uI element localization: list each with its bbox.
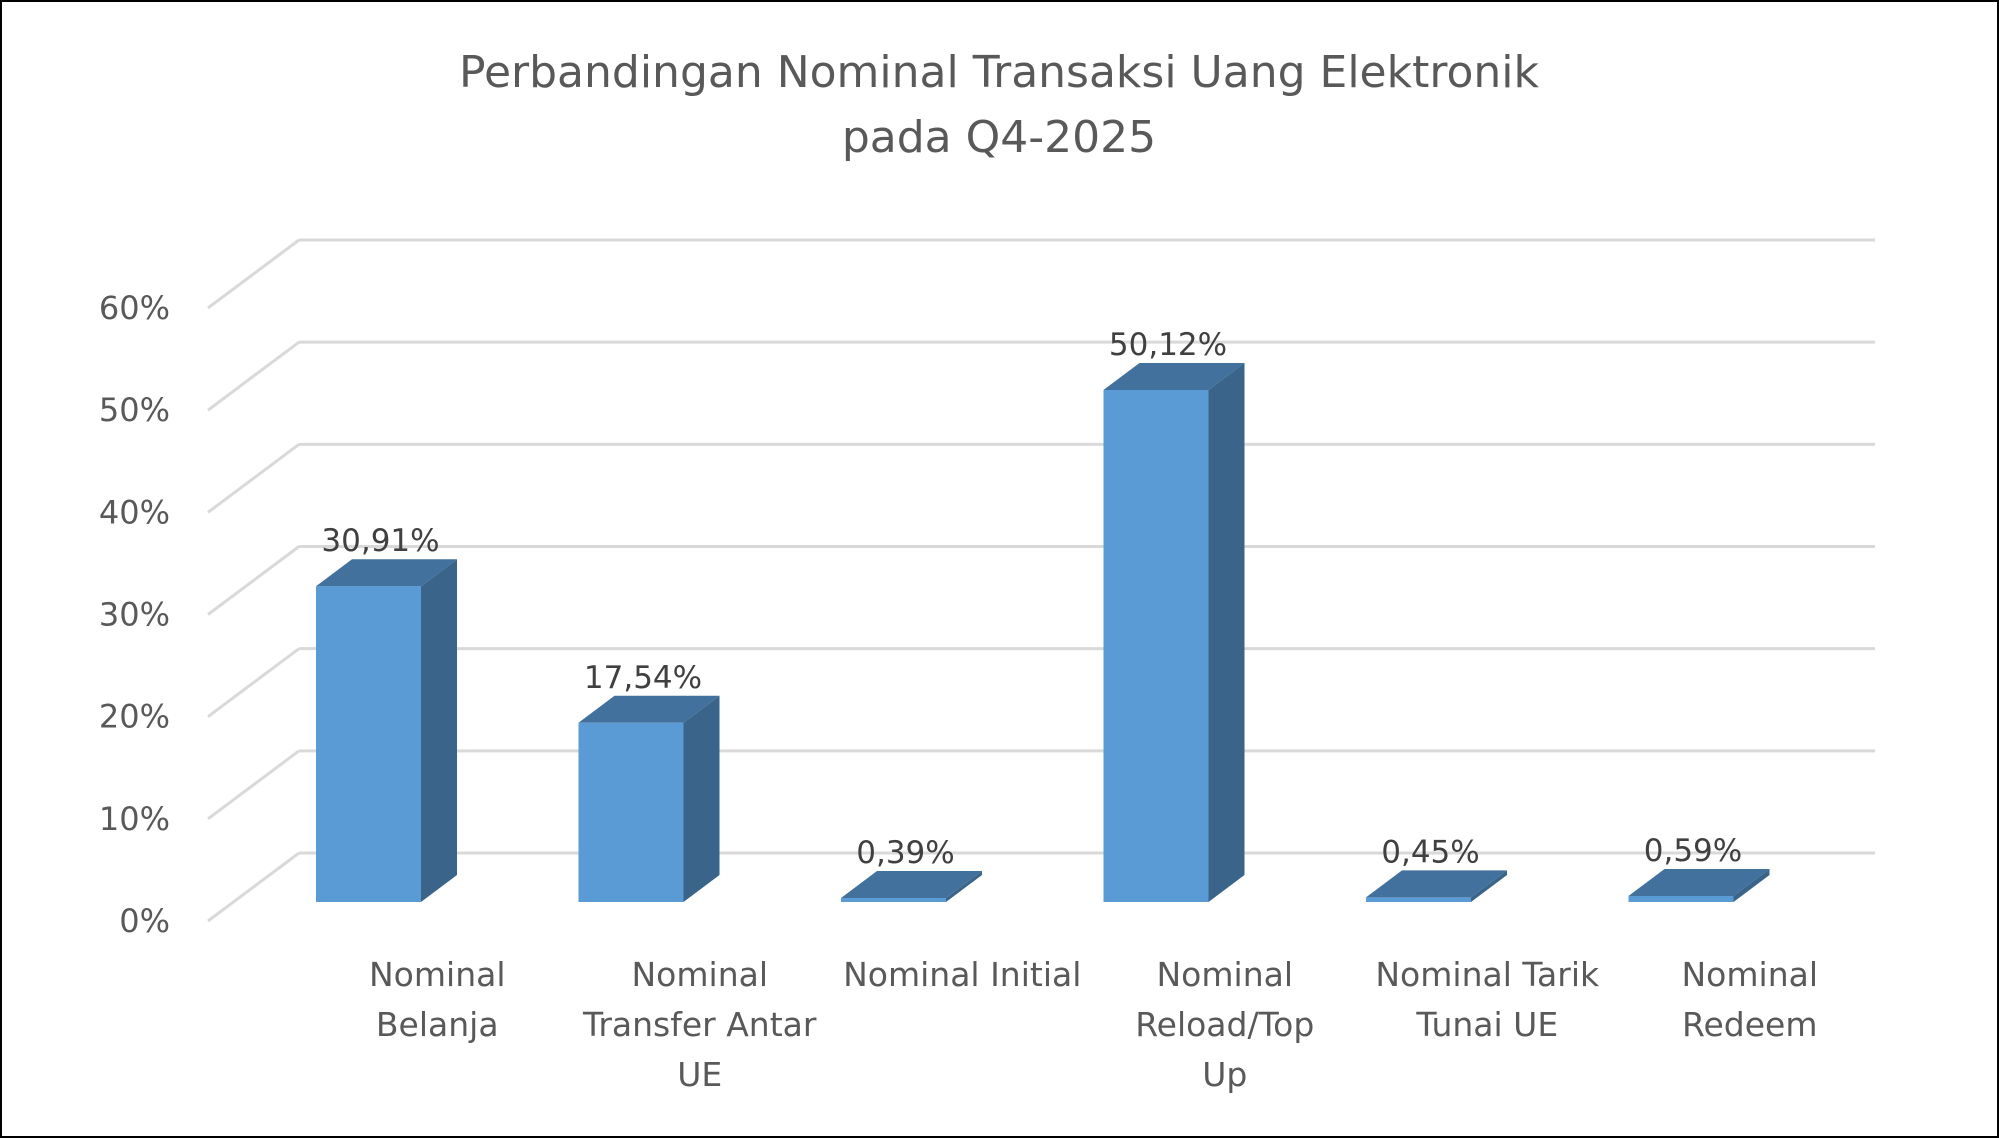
y-axis-tick-labels: 0% 10% 20% 30% 40% 50% 60% [99, 289, 170, 940]
bar-side-face [1733, 868, 1770, 902]
bar-side-face [421, 559, 457, 902]
category-label-line: Tunai UE [1415, 1005, 1558, 1044]
y-tick-label: 40% [99, 493, 170, 531]
data-label: 0,45% [1381, 834, 1479, 870]
bar-top-face [1628, 868, 1770, 896]
data-label: 30,91% [321, 523, 439, 559]
chart-title-line-1: Perbandingan Nominal Transaksi Uang Elek… [459, 47, 1539, 98]
bar-4 [1103, 362, 1245, 902]
y-tick-label: 20% [99, 698, 170, 736]
bar-front-face [1366, 897, 1471, 902]
category-label-line: Nominal [1682, 955, 1819, 994]
y-tick-label: 0% [119, 902, 170, 940]
category-label-line: Redeem [1682, 1005, 1817, 1044]
category-label-line: Nominal [1157, 955, 1294, 994]
data-label: 50,12% [1109, 327, 1227, 363]
bar-top-face [1103, 362, 1245, 390]
y-tick-label: 30% [99, 596, 170, 634]
bar-front-face [1628, 895, 1734, 902]
bar-side-face [683, 695, 720, 902]
gridline-floor [207, 749, 300, 821]
bar-1 [316, 559, 457, 902]
data-label-layer: 30,91% 17,54% 0,39% 50,12% 0,45% 0,59% [321, 327, 1742, 871]
bar-front-face [1103, 389, 1209, 902]
gridline-floor [207, 443, 300, 514]
data-label: 0,59% [1644, 833, 1742, 869]
gridline-floor [207, 851, 300, 923]
category-label: Nominal Redeem [1682, 955, 1819, 1044]
category-label-line: Reload/Top [1135, 1005, 1314, 1044]
category-label-line: Nominal [632, 955, 769, 994]
bar-front-face [841, 898, 946, 902]
category-label: Nominal Reload/Top Up [1135, 955, 1314, 1094]
gridline-floor [207, 340, 300, 412]
bar-top-face [316, 559, 457, 587]
y-tick-label: 60% [99, 289, 170, 327]
bar-top-face [841, 871, 982, 899]
bar-front-face [578, 722, 684, 902]
bar-6 [1628, 868, 1770, 902]
y-tick-label: 50% [99, 391, 170, 429]
y-tick-label: 10% [99, 800, 170, 838]
gridline-floor [207, 238, 300, 310]
data-label: 0,39% [856, 835, 954, 871]
category-label-line: Nominal [369, 955, 506, 994]
bar-top-face [578, 695, 720, 723]
category-label-line: Nominal Tarik [1375, 955, 1600, 994]
chart-title-line-2: pada Q4-2025 [842, 112, 1156, 163]
bar-layer [316, 362, 1770, 902]
category-label-line: UE [677, 1055, 722, 1094]
data-label: 17,54% [584, 660, 702, 696]
category-label-line: Transfer Antar [582, 1005, 817, 1044]
category-label-line: Up [1202, 1055, 1247, 1094]
category-label: Nominal Initial [843, 955, 1081, 994]
category-label: Nominal Tarik Tunai UE [1375, 955, 1600, 1044]
bar-top-face [1366, 870, 1507, 898]
gridline-floor [207, 545, 300, 616]
bar-side-face [1471, 870, 1507, 902]
grid-layer [207, 238, 1875, 923]
category-label: Nominal Transfer Antar UE [582, 955, 817, 1094]
gridline-floor [207, 647, 300, 718]
category-label-line: Nominal Initial [843, 955, 1081, 994]
bar-side-face [946, 871, 982, 902]
bar-front-face [316, 586, 421, 902]
category-label: Nominal Belanja [369, 955, 506, 1044]
bar-3 [841, 871, 982, 902]
bar-5 [1366, 870, 1507, 902]
bar-2 [578, 695, 720, 902]
bar-side-face [1208, 362, 1245, 902]
category-label-line: Belanja [376, 1005, 499, 1044]
